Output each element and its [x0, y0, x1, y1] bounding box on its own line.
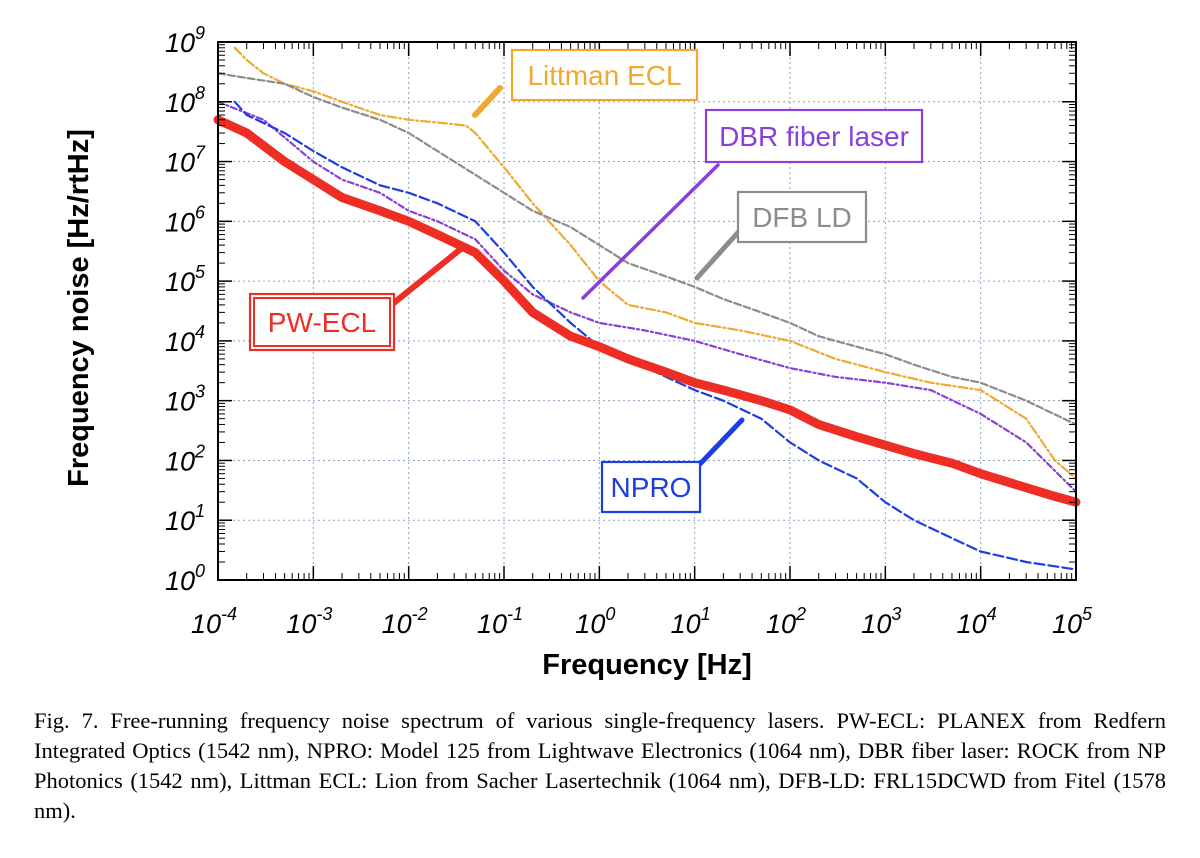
x-tick-exponent: -4: [221, 604, 237, 624]
x-tick-base: 10: [766, 609, 796, 639]
y-tick-exponent: 7: [195, 143, 206, 163]
x-tick-exponent: 0: [605, 604, 615, 624]
y-tick-label: 109: [165, 23, 205, 58]
y-tick-base: 10: [165, 387, 195, 417]
plot-frame: [217, 41, 1077, 581]
callout-label-littman-ecl: Littman ECL: [527, 60, 681, 91]
y-tick-label: 102: [165, 441, 205, 476]
x-tick-base: 10: [286, 609, 316, 639]
x-tick-exponent: -2: [412, 604, 428, 624]
y-tick-label: 106: [165, 202, 206, 237]
y-tick-exponent: 2: [194, 441, 205, 461]
x-tick-label: 104: [957, 604, 997, 639]
y-tick-label: 101: [165, 501, 205, 536]
x-tick-label: 105: [1052, 604, 1093, 639]
y-tick-base: 10: [165, 327, 195, 357]
x-axis-title: Frequency [Hz]: [542, 649, 751, 681]
x-tick-label: 102: [766, 604, 806, 639]
x-tick-exponent: 5: [1082, 604, 1093, 624]
callout-box-npro: [600, 460, 702, 514]
x-tick-exponent: -1: [507, 604, 523, 624]
callout-box-dbr-fiber-laser: [704, 108, 924, 164]
y-tick-base: 10: [165, 566, 195, 596]
callout-label-pw-ecl: PW-ECL: [268, 307, 376, 338]
y-tick-exponent: 5: [195, 262, 206, 282]
x-tick-base: 10: [382, 609, 412, 639]
x-tick-label: 100: [575, 604, 615, 639]
callout-line-dfb-ld: [694, 225, 745, 281]
callout-line-pw-ecl: [387, 245, 465, 309]
x-tick-base: 10: [1052, 609, 1082, 639]
callout-label-npro: NPRO: [611, 472, 692, 503]
frequency-noise-chart: 10-4 10-3 10-2 10-1 100 101 102 103 104 105 10010…: [63, 23, 1093, 681]
y-tick-label: 107: [165, 143, 206, 178]
series-line-dbr-fiber-laser: [216, 100, 1078, 493]
x-tick-exponent: 3: [891, 604, 901, 624]
x-tick-label: 10-4: [191, 604, 237, 639]
x-tick-label: 103: [861, 604, 901, 639]
x-tick-exponent: 2: [795, 604, 806, 624]
x-tick-label: 101: [671, 604, 711, 639]
y-tick-exponent: 1: [195, 501, 205, 521]
y-tick-exponent: 3: [195, 382, 205, 402]
callout-inner-box-pw-ecl: [253, 297, 391, 347]
callout-label-dfb-ld: DFB LD: [752, 202, 852, 233]
callout-line-dbr-fiber-laser: [581, 163, 720, 300]
y-tick-base: 10: [165, 88, 195, 118]
x-tick-label: 10-1: [477, 604, 523, 639]
x-tick-base: 10: [957, 609, 987, 639]
callout-box-pw-ecl: [248, 292, 396, 352]
series-annotations: Littman ECL DBR fiber laser DFB LD PW-ECL NP…: [248, 48, 924, 514]
series-group: [213, 46, 1081, 571]
y-tick-label: 103: [165, 382, 205, 417]
series-line-pw-ecl: [213, 115, 1081, 507]
y-tick-label: 105: [165, 262, 206, 297]
callout-line-littman-ecl: [472, 85, 503, 118]
x-tick-exponent: -3: [316, 604, 332, 624]
tick-marks: [217, 41, 1077, 581]
x-tick-base: 10: [861, 609, 891, 639]
x-tick-base: 10: [671, 609, 701, 639]
y-tick-base: 10: [165, 207, 195, 237]
callout-box-dfb-ld: [736, 190, 868, 244]
callout-box-littman-ecl: [510, 48, 699, 102]
figure-caption: Fig. 7. Free-running frequency noise spe…: [34, 708, 1166, 823]
series-line-dfb-ld: [216, 72, 1078, 426]
y-tick-base: 10: [165, 148, 195, 178]
y-tick-base: 10: [165, 28, 195, 58]
y-tick-exponent: 8: [195, 83, 205, 103]
x-tick-base: 10: [191, 609, 221, 639]
y-tick-base: 10: [165, 506, 195, 536]
x-tick-base: 10: [575, 609, 605, 639]
x-tick-exponent: 1: [701, 604, 711, 624]
callout-line-npro: [697, 417, 745, 467]
y-tick-exponent: 6: [195, 202, 206, 222]
series-line-littman-ecl: [233, 46, 1078, 480]
callout-label-dbr-fiber-laser: DBR fiber laser: [719, 121, 909, 152]
x-tick-label: 10-2: [382, 604, 428, 639]
y-tick-base: 10: [165, 446, 195, 476]
y-tick-label: 100: [165, 561, 205, 596]
y-tick-label: 108: [165, 83, 205, 118]
y-tick-label: 104: [165, 322, 205, 357]
y-tick-exponent: 0: [195, 561, 205, 581]
y-tick-exponent: 9: [195, 23, 205, 43]
y-tick-exponent: 4: [195, 322, 205, 342]
x-tick-exponent: 4: [987, 604, 997, 624]
x-tick-label: 10-3: [286, 604, 332, 639]
y-axis-title: Frequency noise [Hz/rtHz]: [63, 129, 95, 487]
x-tick-base: 10: [477, 609, 507, 639]
y-tick-base: 10: [165, 267, 195, 297]
x-tick-labels: 10-4 10-3 10-2 10-1 100 101 102 103 104 105: [191, 604, 1093, 639]
